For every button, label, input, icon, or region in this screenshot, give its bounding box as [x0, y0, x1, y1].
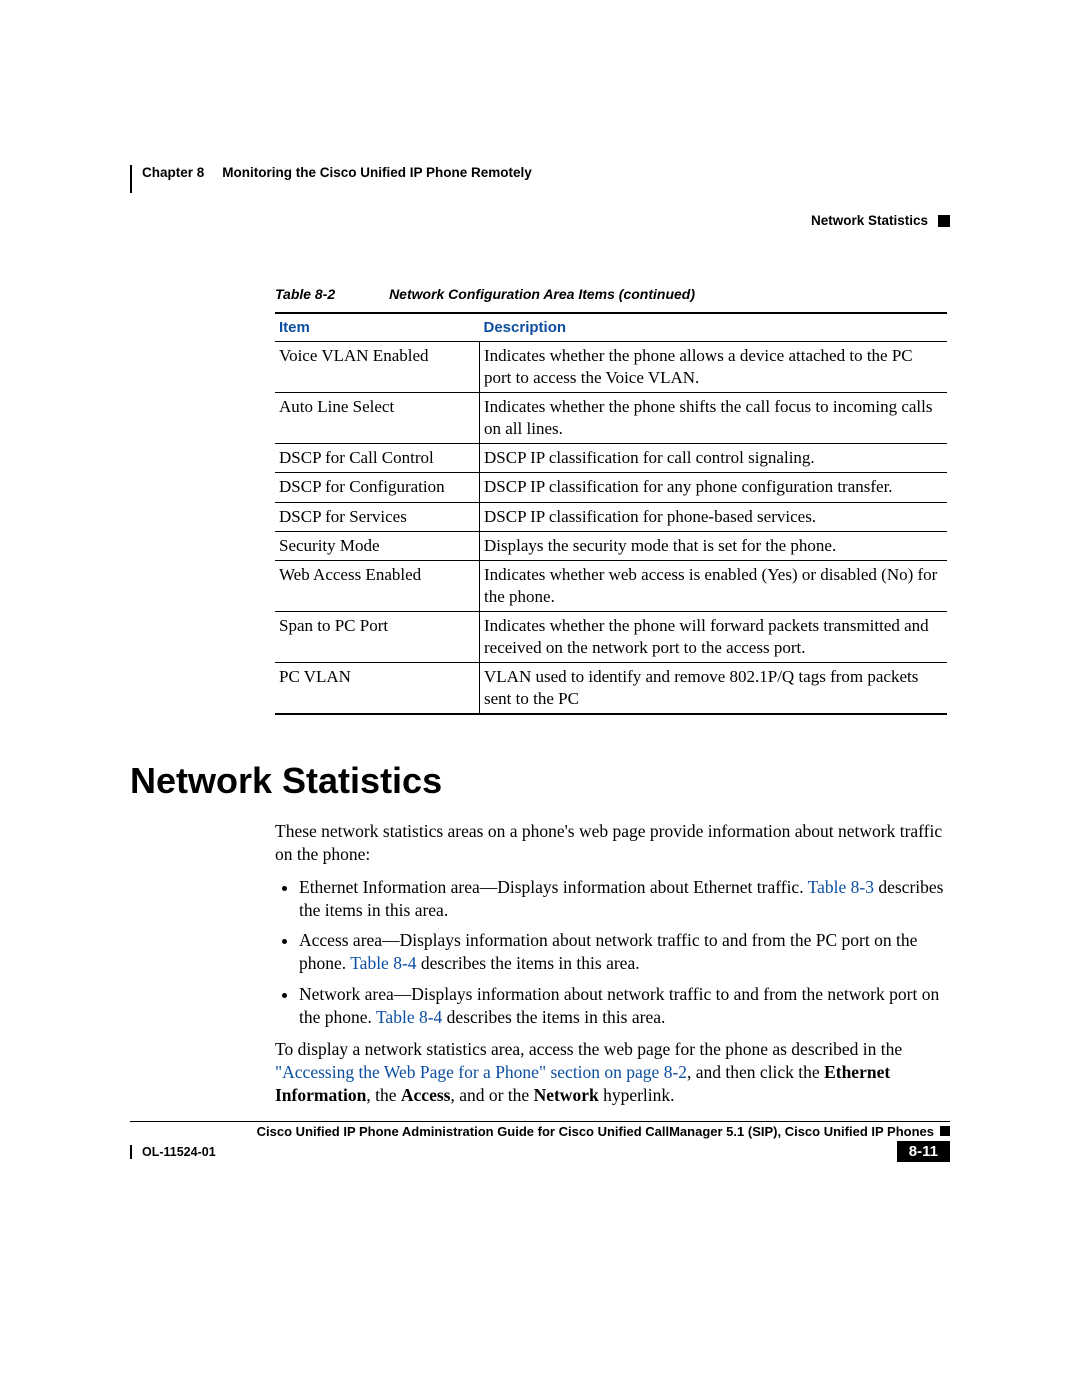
cell-desc: Indicates whether the phone allows a dev… — [480, 342, 948, 393]
cell-desc: Indicates whether web access is enabled … — [480, 560, 948, 611]
list-item: Access area—Displays information about n… — [299, 929, 950, 975]
cell-desc: Indicates whether the phone shifts the c… — [480, 393, 948, 444]
closing-text: hyperlink. — [599, 1085, 675, 1105]
cell-item: Security Mode — [275, 531, 480, 560]
footer-marker-icon — [940, 1126, 950, 1136]
table-row: DSCP for Services DSCP IP classification… — [275, 502, 947, 531]
cell-item: PC VLAN — [275, 663, 480, 715]
cell-desc: DSCP IP classification for phone-based s… — [480, 502, 948, 531]
cell-item: DSCP for Configuration — [275, 473, 480, 502]
bullet-text: describes the items in this area. — [417, 953, 640, 973]
closing-text: , and or the — [450, 1085, 533, 1105]
body-text: These network statistics areas on a phon… — [275, 820, 950, 1106]
hyperlink-name: Access — [401, 1085, 451, 1105]
table-title: Network Configuration Area Items (contin… — [389, 286, 695, 302]
closing-text: , and then click the — [687, 1062, 824, 1082]
list-item: Network area—Displays information about … — [299, 983, 950, 1029]
cell-desc: DSCP IP classification for call control … — [480, 444, 948, 473]
document-page: Chapter 8 Monitoring the Cisco Unified I… — [0, 0, 1080, 1397]
section-heading: Network Statistics — [130, 760, 950, 802]
cell-desc: Indicates whether the phone will forward… — [480, 611, 948, 662]
cell-item: Span to PC Port — [275, 611, 480, 662]
cell-item: DSCP for Services — [275, 502, 480, 531]
table-row: Web Access Enabled Indicates whether web… — [275, 560, 947, 611]
table-row: Security Mode Displays the security mode… — [275, 531, 947, 560]
chapter-label: Chapter 8 Monitoring the Cisco Unified I… — [130, 165, 532, 193]
page-header: Chapter 8 Monitoring the Cisco Unified I… — [130, 165, 950, 193]
table-row: Span to PC Port Indicates whether the ph… — [275, 611, 947, 662]
cell-item: DSCP for Call Control — [275, 444, 480, 473]
footer-rule — [130, 1121, 950, 1122]
page-footer: Cisco Unified IP Phone Administration Gu… — [130, 1121, 950, 1162]
table-link[interactable]: Table 8-4 — [350, 953, 416, 973]
closing-paragraph: To display a network statistics area, ac… — [275, 1038, 950, 1106]
cell-item: Voice VLAN Enabled — [275, 342, 480, 393]
table-row: DSCP for Call Control DSCP IP classifica… — [275, 444, 947, 473]
cell-desc: VLAN used to identify and remove 802.1P/… — [480, 663, 948, 715]
table-row: Voice VLAN Enabled Indicates whether the… — [275, 342, 947, 393]
list-item: Ethernet Information area—Displays infor… — [299, 876, 950, 922]
bullet-text: describes the items in this area. — [442, 1007, 665, 1027]
footer-top-row: Cisco Unified IP Phone Administration Gu… — [130, 1124, 950, 1139]
col-item: Item — [275, 313, 480, 342]
section-name: Network Statistics — [811, 213, 928, 228]
bullet-text: Ethernet Information area—Displays infor… — [299, 877, 808, 897]
col-description: Description — [480, 313, 948, 342]
table-row: Auto Line Select Indicates whether the p… — [275, 393, 947, 444]
table-header-row: Item Description — [275, 313, 947, 342]
guide-title: Cisco Unified IP Phone Administration Gu… — [130, 1124, 940, 1139]
page-number: 8-11 — [897, 1141, 950, 1162]
table-row: PC VLAN VLAN used to identify and remove… — [275, 663, 947, 715]
cell-desc: DSCP IP classification for any phone con… — [480, 473, 948, 502]
table-caption: Table 8-2 Network Configuration Area Ite… — [275, 286, 950, 302]
closing-text: , the — [366, 1085, 401, 1105]
bullet-list: Ethernet Information area—Displays infor… — [275, 876, 950, 1029]
table-row: DSCP for Configuration DSCP IP classific… — [275, 473, 947, 502]
section-label-wrap: Network Statistics — [130, 213, 950, 228]
intro-paragraph: These network statistics areas on a phon… — [275, 820, 950, 866]
closing-text: To display a network statistics area, ac… — [275, 1039, 902, 1059]
table-link[interactable]: Table 8-4 — [376, 1007, 442, 1027]
cell-desc: Displays the security mode that is set f… — [480, 531, 948, 560]
cell-item: Web Access Enabled — [275, 560, 480, 611]
config-table: Item Description Voice VLAN Enabled Indi… — [275, 312, 947, 715]
table-number: Table 8-2 — [275, 286, 335, 302]
footer-bottom-row: OL-11524-01 8-11 — [130, 1141, 950, 1162]
chapter-title: Monitoring the Cisco Unified IP Phone Re… — [222, 165, 532, 180]
cell-item: Auto Line Select — [275, 393, 480, 444]
section-marker-icon — [938, 215, 950, 227]
table-link[interactable]: Table 8-3 — [808, 877, 874, 897]
document-id: OL-11524-01 — [130, 1145, 216, 1159]
section-label: Network Statistics — [811, 213, 950, 228]
section-link[interactable]: "Accessing the Web Page for a Phone" sec… — [275, 1062, 687, 1082]
hyperlink-name: Network — [534, 1085, 599, 1105]
chapter-number: Chapter 8 — [142, 165, 204, 180]
